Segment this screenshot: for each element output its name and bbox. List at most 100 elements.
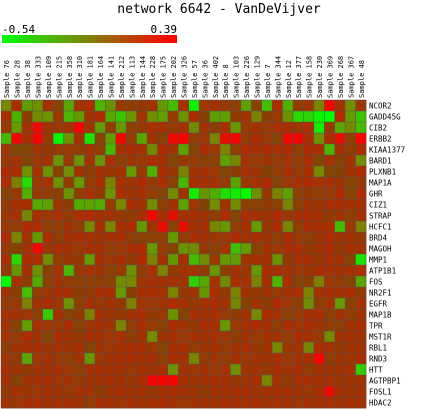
row-label: ERBB2 [369, 135, 392, 144]
heatmap-cell [167, 232, 179, 244]
heatmap-cell [42, 232, 54, 244]
heatmap-cell [84, 144, 96, 156]
heatmap-cell [230, 111, 242, 123]
heatmap-cell [74, 342, 85, 354]
heatmap-cell [74, 364, 85, 376]
heatmap-cell [334, 331, 346, 343]
heatmap-cell [345, 287, 356, 299]
heatmap-cell [209, 309, 221, 321]
heatmap-cell [21, 342, 33, 354]
heatmap-cell [313, 210, 325, 222]
heatmap-cell [272, 276, 283, 288]
heatmap-cell [178, 144, 190, 156]
heatmap-cell [53, 386, 64, 398]
heatmap-cell [199, 133, 210, 145]
heatmap-cell [355, 375, 367, 387]
heatmap-cell [74, 287, 85, 299]
heatmap-cell [94, 133, 106, 145]
heatmap-cell [84, 111, 96, 123]
heatmap-cell [157, 320, 169, 332]
heatmap-cell [261, 298, 273, 310]
heatmap-cell [178, 364, 190, 376]
heatmap-cell [261, 133, 273, 145]
heatmap-cell [240, 298, 252, 310]
heatmap-cell [94, 364, 106, 376]
heatmap-cell [220, 243, 231, 255]
heatmap-cell [105, 386, 117, 398]
heatmap-cell [32, 309, 44, 321]
heatmap-cell [272, 364, 283, 376]
column-label: Sample 226 [243, 56, 251, 98]
column-label: Sample 158 [306, 56, 314, 98]
heatmap-cell [32, 276, 44, 288]
heatmap-cell [240, 188, 252, 200]
heatmap-cell [74, 232, 85, 244]
heatmap-cell [126, 386, 137, 398]
heatmap-cell [21, 309, 33, 321]
heatmap-cell [167, 309, 179, 321]
heatmap-cell [136, 298, 148, 310]
heatmap-cell [282, 232, 294, 244]
heatmap-cell [324, 309, 336, 321]
heatmap-cell [42, 243, 54, 255]
heatmap-cell [209, 364, 221, 376]
heatmap-cell [230, 386, 242, 398]
heatmap-cell [334, 364, 346, 376]
heatmap-cell [84, 386, 96, 398]
heatmap-cell [209, 276, 221, 288]
heatmap-cell [105, 298, 117, 310]
heatmap-cell [84, 155, 96, 167]
heatmap-cell [199, 144, 210, 156]
heatmap-cell [32, 353, 44, 365]
heatmap-cell [293, 232, 304, 244]
heatmap-cell [63, 342, 75, 354]
heatmap-cell [21, 265, 33, 277]
heatmap-cell [282, 133, 294, 145]
heatmap-cell [11, 298, 23, 310]
heatmap-cell [147, 386, 158, 398]
heatmap-cell [261, 166, 273, 178]
heatmap-cell [188, 320, 200, 332]
heatmap-cell [167, 155, 179, 167]
heatmap-cell [94, 287, 106, 299]
heatmap-cell [261, 122, 273, 134]
heatmap-cell [126, 221, 137, 233]
heatmap-cell [345, 342, 356, 354]
heatmap-cell [334, 320, 346, 332]
heatmap-cell [157, 342, 169, 354]
heatmap-cell [115, 375, 127, 387]
heatmap-cell [178, 232, 190, 244]
heatmap-cell [282, 265, 294, 277]
heatmap-cell [230, 276, 242, 288]
heatmap-cell [313, 375, 325, 387]
heatmap-cell [11, 232, 23, 244]
heatmap-cell [355, 155, 367, 167]
heatmap-cell [1, 188, 12, 200]
heatmap-cell [84, 243, 96, 255]
heatmap-cell [251, 375, 263, 387]
heatmap-cell [53, 254, 64, 266]
heatmap-cell [147, 166, 158, 178]
heatmap-cell [345, 122, 356, 134]
heatmap-cell [303, 353, 315, 365]
heatmap-cell [272, 144, 283, 156]
heatmap-cell [115, 364, 127, 376]
row-label: KIAA1377 [369, 146, 405, 155]
heatmap-cell [220, 331, 231, 343]
heatmap-cell [199, 166, 210, 178]
heatmap-cell [282, 331, 294, 343]
heatmap-cell [303, 243, 315, 255]
heatmap-cell [293, 364, 304, 376]
heatmap-cell [240, 287, 252, 299]
heatmap-cell [1, 144, 12, 156]
heatmap-cell [105, 100, 117, 112]
heatmap-cell [282, 199, 294, 211]
heatmap-cell [74, 265, 85, 277]
column-label: Sample 141 [108, 56, 116, 98]
heatmap-cell [32, 188, 44, 200]
heatmap-cell [272, 133, 283, 145]
heatmap-cell [230, 232, 242, 244]
row-label: RND3 [369, 355, 387, 364]
heatmap-cell [303, 199, 315, 211]
heatmap-cell [157, 254, 169, 266]
